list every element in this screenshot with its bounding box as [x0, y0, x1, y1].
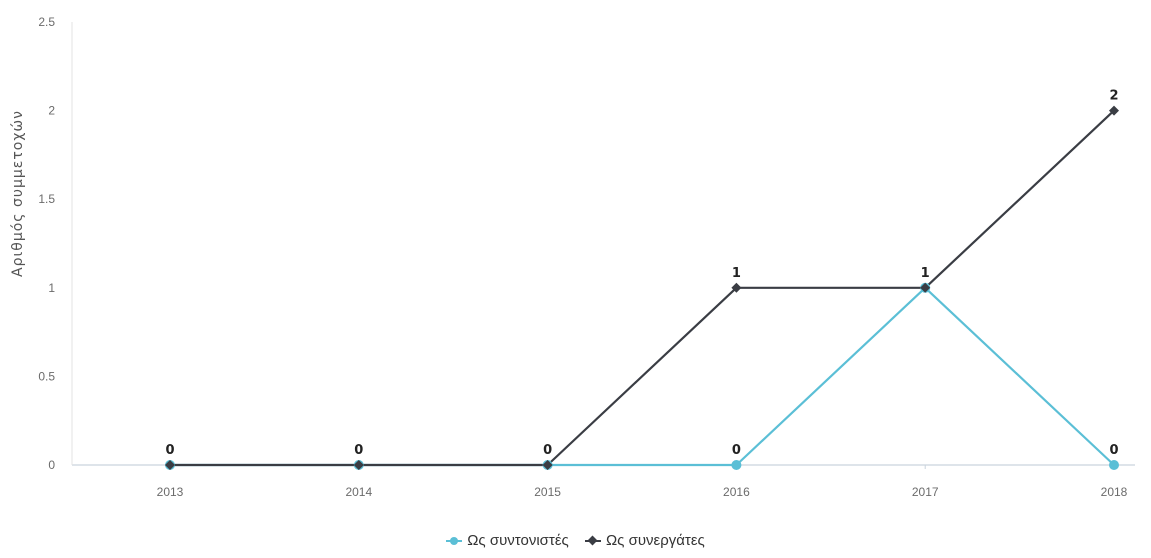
circle-marker-icon	[446, 535, 463, 547]
x-tick-label: 2013	[157, 485, 184, 499]
y-tick-label: 2.5	[38, 15, 55, 29]
data-labels: 0 0 0 0 0 1 1 2	[165, 89, 1118, 458]
y-tick-labels: 0 0.5 1 1.5 2 2.5	[38, 15, 55, 472]
data-label: 0	[732, 443, 741, 458]
legend-item-partners[interactable]: Ως συνεργάτες	[584, 532, 705, 549]
series-marker-diamond[interactable]	[165, 460, 175, 470]
x-tick-labels: 2013 2014 2015 2016 2017 2018	[157, 465, 1128, 499]
series-marker-circle[interactable]	[1109, 460, 1119, 470]
data-label: 1	[921, 266, 930, 281]
y-tick-label: 1.5	[38, 192, 55, 206]
legend-label-coordinators: Ως συντονιστές	[467, 532, 569, 549]
diamond-marker-icon	[584, 535, 601, 547]
x-tick-label: 2015	[534, 485, 561, 499]
data-label: 0	[165, 443, 174, 458]
x-tick-label: 2017	[912, 485, 939, 499]
y-tick-label: 0.5	[38, 369, 55, 383]
data-label: 0	[1109, 443, 1118, 458]
series-lines	[170, 109, 1115, 467]
series-marker-diamond[interactable]	[920, 282, 931, 293]
y-tick-label: 0	[48, 458, 55, 472]
series-marker-circle[interactable]	[731, 460, 742, 470]
series-marker-diamond[interactable]	[731, 282, 742, 293]
x-tick-label: 2014	[345, 485, 372, 499]
data-label: 0	[543, 443, 552, 458]
series-line-1	[170, 109, 1115, 467]
data-label: 0	[354, 443, 363, 458]
y-tick-label: 1	[48, 281, 55, 295]
y-tick-label: 2	[48, 104, 55, 118]
series-marker-diamond[interactable]	[542, 460, 553, 470]
axes	[71, 22, 1135, 466]
series-marker-diamond[interactable]	[1109, 105, 1119, 116]
series-markers	[165, 105, 1119, 470]
legend-label-partners: Ως συνεργάτες	[605, 532, 705, 549]
legend: Ως συντονιστές Ως συνεργάτες	[0, 532, 1151, 551]
y-axis-title: Αριθμός συμμετοχών	[10, 110, 26, 277]
legend-item-coordinators[interactable]: Ως συντονιστές	[446, 532, 569, 549]
data-label: 1	[732, 266, 741, 281]
x-tick-label: 2016	[723, 485, 750, 499]
data-label: 2	[1109, 89, 1118, 104]
x-tick-label: 2018	[1101, 485, 1128, 499]
series-marker-diamond[interactable]	[353, 460, 364, 470]
